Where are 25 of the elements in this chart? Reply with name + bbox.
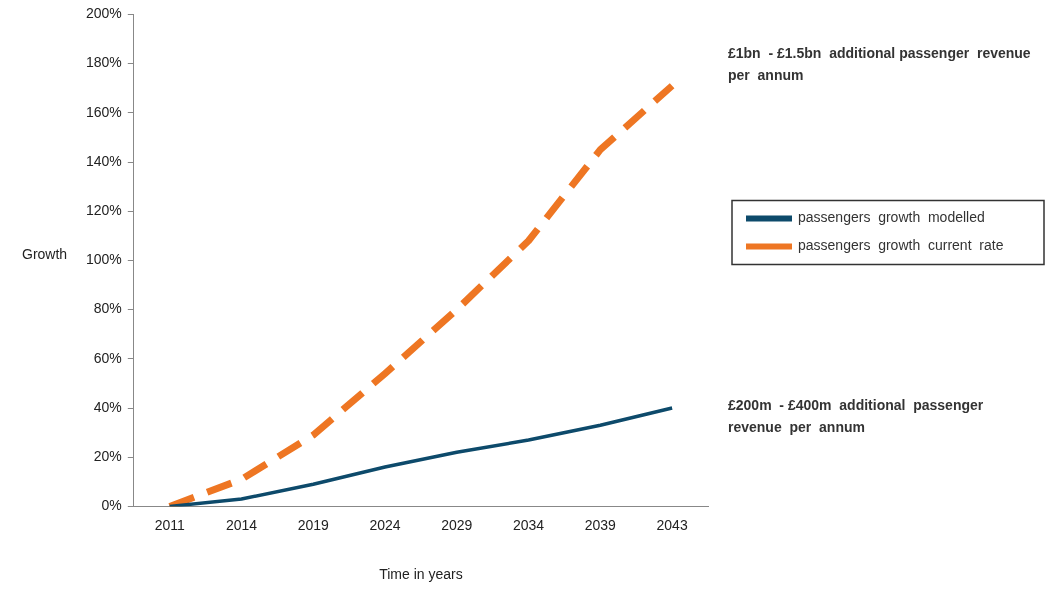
x-tick-label: 2014 xyxy=(225,516,258,533)
y-tick-label: 60% xyxy=(93,349,122,366)
y-tick-label: 140% xyxy=(85,152,122,169)
x-tick-label: 2024 xyxy=(369,516,401,533)
x-axis-title: Time in years xyxy=(379,566,463,583)
x-tick-label: 2011 xyxy=(154,516,185,533)
x-tick-label: 2043 xyxy=(656,516,688,533)
x-tick-label: 2019 xyxy=(297,516,330,533)
x-tick-label: 2034 xyxy=(512,516,545,533)
y-axis-title: Growth xyxy=(22,246,68,263)
y-tick-label: 20% xyxy=(93,448,122,465)
y-tick-label: 0% xyxy=(101,497,122,514)
y-tick-label: 120% xyxy=(85,202,122,219)
legend-label: passengers growth current rate xyxy=(798,237,1004,254)
text: £200m - £400m additional passenger revenue per annum xyxy=(728,397,984,436)
y-tick-label: 40% xyxy=(93,398,122,415)
y-tick-label: 80% xyxy=(93,300,122,317)
y-tick-label: 100% xyxy=(85,251,122,268)
y-tick-label: 160% xyxy=(85,103,122,120)
text: £1bn - £1.5bn additional passenger revenue per annum xyxy=(728,45,1035,84)
x-tick-label: 2029 xyxy=(441,516,473,533)
y-tick-label: 200% xyxy=(85,5,122,22)
legend-label: passengers growth modelled xyxy=(798,209,985,226)
x-tick-label: 2039 xyxy=(584,516,617,533)
y-tick-label: 180% xyxy=(85,54,122,71)
